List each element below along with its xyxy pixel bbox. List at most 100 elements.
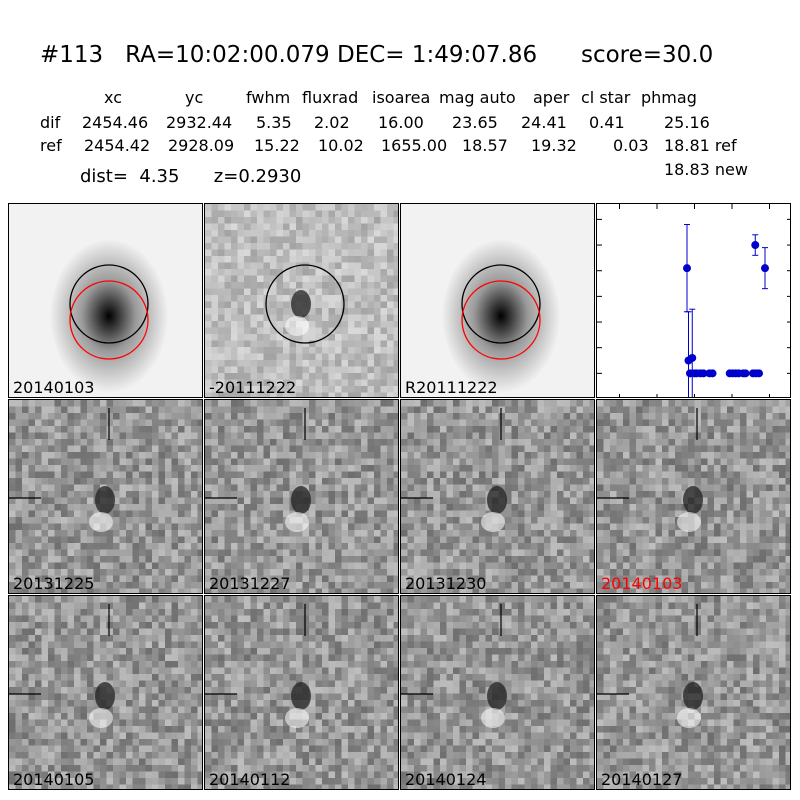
col-header-xc: xc [104, 88, 122, 107]
row-label-ref: ref [40, 136, 62, 155]
data-point [699, 369, 708, 378]
candidate-title: #113 RA=10:02:00.079 DEC= 1:49:07.86 sco… [40, 42, 714, 68]
data-point [751, 241, 760, 250]
data-point [688, 353, 697, 362]
ref-isoarea: 1655.00 [381, 136, 448, 155]
data-point [708, 369, 717, 378]
stamp-image [597, 596, 790, 789]
residual-blob [285, 708, 309, 728]
phmag-new: 18.83 new [664, 160, 748, 179]
col-header-yc: yc [185, 88, 204, 107]
col-header-fwhm: fwhm [246, 88, 291, 107]
stamp-label: 20131230 [405, 574, 487, 594]
stamp-epoch: 20131225 [8, 399, 203, 594]
stamp-image [401, 204, 594, 397]
stamp-epoch: 20140127 [596, 595, 791, 790]
host-galaxy [49, 238, 169, 394]
stamp-epoch: 20140105 [8, 595, 203, 790]
stamp-label: 20131227 [209, 574, 291, 594]
col-header-isoarea: isoarea [372, 88, 431, 107]
ref-fluxrad: 10.02 [318, 136, 364, 155]
stamp-image [205, 400, 398, 593]
detection-aperture-circle [265, 264, 345, 344]
stamp-label: -20111222 [209, 378, 297, 398]
transient-source [291, 290, 311, 318]
residual-blob [677, 708, 701, 728]
residual-blob [285, 316, 309, 336]
residual-blob [677, 512, 701, 532]
dif-isoarea: 16.00 [378, 113, 424, 132]
stamp-label: 20131225 [13, 574, 95, 594]
ref-phmag: 18.81 ref [664, 136, 737, 155]
stamp-label: 20140112 [209, 770, 291, 790]
stamp-image [205, 204, 398, 397]
stamp-image [9, 400, 202, 593]
transient-source [291, 682, 311, 710]
transient-source [95, 682, 115, 710]
stamp-epoch-current: 20140103 [596, 399, 791, 594]
data-point [755, 369, 763, 378]
col-header-fluxrad: fluxrad [302, 88, 359, 107]
col-header-cl-star: cl star [581, 88, 631, 107]
stamp-epoch: 20131230 [400, 399, 595, 594]
stamp-epoch: 20131227 [204, 399, 399, 594]
dif-phmag: 25.16 [664, 113, 710, 132]
col-header-phmag: phmag [641, 88, 697, 107]
stamp-epoch: 20140112 [204, 595, 399, 790]
dif-cl-star: 0.41 [589, 113, 625, 132]
ref-yc: 2928.09 [168, 136, 235, 155]
dist-redshift-line: dist= 4.35 z=0.2930 [80, 166, 302, 187]
data-point [761, 264, 769, 273]
data-point [683, 264, 691, 273]
dif-fluxrad: 2.02 [314, 113, 350, 132]
stamp-difference-image: -20111222 [204, 203, 399, 398]
ref-aper: 19.32 [531, 136, 577, 155]
detection-aperture-circle [69, 264, 149, 344]
stamp-label: R20111222 [405, 378, 498, 398]
residual-blob [89, 512, 113, 532]
dif-mag-auto: 23.65 [452, 113, 498, 132]
stamp-label: 20140127 [601, 770, 683, 790]
ref-fwhm: 15.22 [254, 136, 300, 155]
stamp-image [597, 400, 790, 593]
col-header-aper: aper [533, 88, 570, 107]
transient-source [487, 486, 507, 514]
residual-blob [481, 512, 505, 532]
transient-source [683, 682, 703, 710]
transient-source [95, 486, 115, 514]
reference-aperture-circle [461, 280, 541, 360]
ref-xc: 2454.42 [84, 136, 151, 155]
reference-aperture-circle [69, 280, 149, 360]
row-label-dif: dif [40, 113, 61, 132]
dif-fwhm: 5.35 [256, 113, 292, 132]
transient-source [487, 682, 507, 710]
detection-aperture-circle [461, 264, 541, 344]
stamp-image [9, 596, 202, 789]
stamp-reference-image: R20111222 [400, 203, 595, 398]
stamp-image [9, 204, 202, 397]
light-curve-panel: 22.523.023.524.024.525.025.526.0−100−500… [596, 203, 791, 398]
dif-xc: 2454.46 [82, 113, 149, 132]
ref-mag-auto: 18.57 [462, 136, 508, 155]
dif-aper: 24.41 [521, 113, 567, 132]
residual-blob [285, 512, 309, 532]
col-header-mag-auto: mag auto [439, 88, 516, 107]
data-point [741, 369, 750, 378]
stamp-epoch: 20140124 [400, 595, 595, 790]
residual-blob [89, 708, 113, 728]
dif-yc: 2932.44 [166, 113, 233, 132]
residual-blob [481, 708, 505, 728]
stamp-label: 20140124 [405, 770, 487, 790]
stamp-image [401, 400, 594, 593]
transient-source [683, 486, 703, 514]
light-curve-plot: 22.523.023.524.024.525.025.526.0−100−500… [597, 204, 790, 397]
stamp-image [205, 596, 398, 789]
transient-source [291, 486, 311, 514]
stamp-new-image: 20140103 [8, 203, 203, 398]
stamp-label: 20140103 [601, 574, 683, 594]
ref-cl-star: 0.03 [613, 136, 649, 155]
stamp-label: 20140103 [13, 378, 95, 398]
host-galaxy [441, 238, 561, 394]
stamp-label: 20140105 [13, 770, 95, 790]
stamp-image [401, 596, 594, 789]
